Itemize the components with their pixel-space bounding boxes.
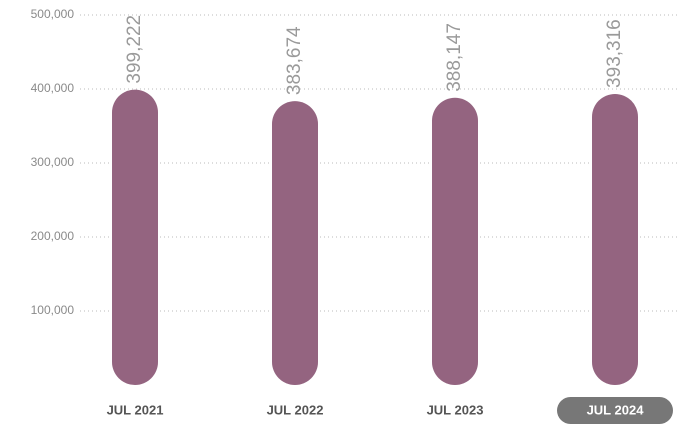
bar xyxy=(432,97,478,386)
bar xyxy=(272,101,318,385)
x-tick-label[interactable]: JUL 2024 xyxy=(587,402,645,417)
y-tick-label: 300,000 xyxy=(31,155,75,169)
value-label: 393,316 xyxy=(604,19,625,88)
value-label: 399,222 xyxy=(124,15,145,84)
value-label: 388,147 xyxy=(444,23,465,92)
y-tick-label: 500,000 xyxy=(31,7,75,21)
value-label: 383,674 xyxy=(284,26,305,95)
x-tick-label[interactable]: JUL 2021 xyxy=(107,402,164,417)
y-tick-label: 400,000 xyxy=(31,81,75,95)
bar xyxy=(592,93,638,385)
y-tick-label: 200,000 xyxy=(31,229,75,243)
selected-pill[interactable] xyxy=(557,397,673,424)
x-tick-label[interactable]: JUL 2023 xyxy=(427,402,484,417)
y-tick-label: 100,000 xyxy=(31,303,75,317)
bar xyxy=(112,89,158,386)
x-tick-label[interactable]: JUL 2022 xyxy=(267,402,324,417)
